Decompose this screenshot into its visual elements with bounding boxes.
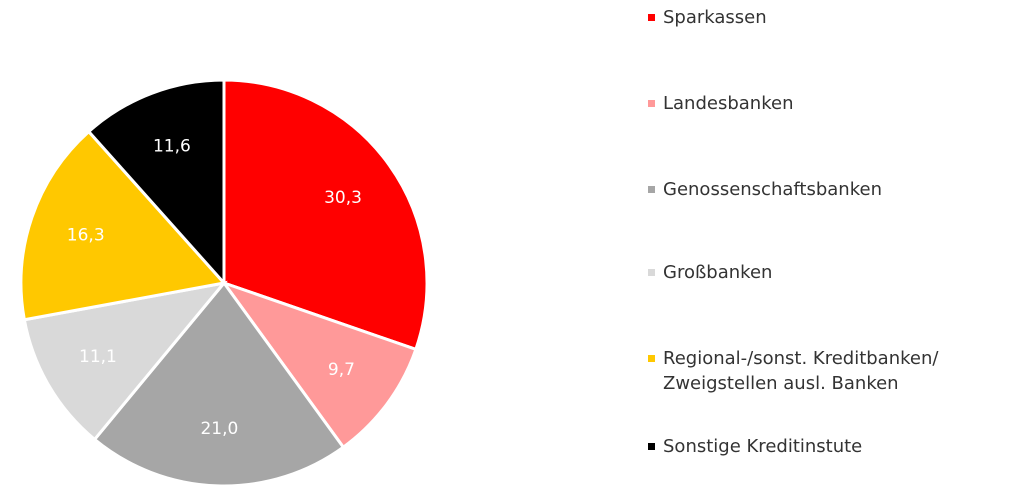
data-label: 30,3 <box>324 188 362 208</box>
legend-item: Sonstige Kreditinstute <box>648 434 1003 459</box>
legend-label: Regional-/sonst. Kreditbanken/ Zweigstel… <box>663 348 939 394</box>
legend-swatch <box>648 186 655 193</box>
data-label: 11,1 <box>79 347 117 367</box>
data-label: 11,6 <box>153 136 191 156</box>
legend-label: Großbanken <box>663 262 773 283</box>
legend-label: Landesbanken <box>663 93 794 114</box>
legend-item: Großbanken <box>648 260 1003 285</box>
legend-label: Genossenschaftsbanken <box>663 179 882 200</box>
chart: 30,3 9,7 21,0 11,1 16,3 11,6 <box>19 78 429 486</box>
legend-label: Sparkassen <box>663 7 767 28</box>
legend-item: Landesbanken <box>648 91 1003 116</box>
legend-swatch <box>648 100 655 107</box>
pie-slice <box>222 78 429 352</box>
data-label: 16,3 <box>67 226 105 246</box>
data-label: 9,7 <box>328 360 355 380</box>
legend-swatch <box>648 269 655 276</box>
pie-slice <box>22 280 228 442</box>
data-label: 21,0 <box>200 419 238 439</box>
legend-label: Sonstige Kreditinstute <box>663 436 863 457</box>
pie-slice <box>86 78 226 287</box>
legend-swatch <box>648 443 655 450</box>
pie-slice <box>219 280 418 450</box>
legend-item: Sparkassen <box>648 5 1003 30</box>
pie-slice <box>19 129 227 322</box>
legend-item: Genossenschaftsbanken <box>648 177 1003 202</box>
legend-swatch <box>648 355 655 362</box>
legend-item: Regional-/sonst. Kreditbanken/ Zweigstel… <box>648 346 1003 396</box>
legend-swatch <box>648 14 655 21</box>
